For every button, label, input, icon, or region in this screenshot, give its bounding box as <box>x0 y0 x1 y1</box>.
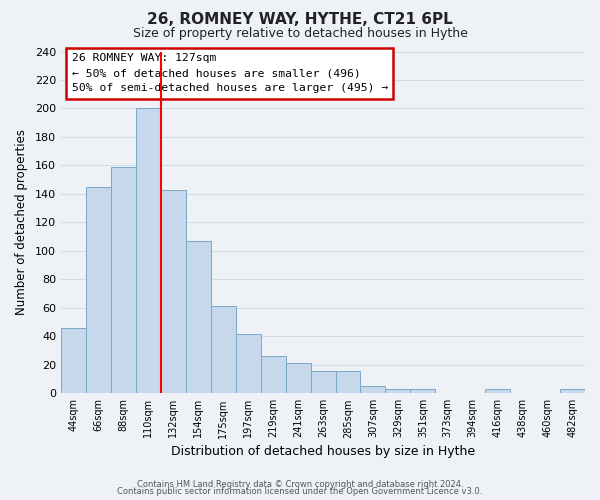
Bar <box>186 241 211 394</box>
Bar <box>335 370 361 394</box>
Bar <box>361 386 385 394</box>
X-axis label: Distribution of detached houses by size in Hythe: Distribution of detached houses by size … <box>171 444 475 458</box>
Text: 26, ROMNEY WAY, HYTHE, CT21 6PL: 26, ROMNEY WAY, HYTHE, CT21 6PL <box>147 12 453 28</box>
Bar <box>410 389 436 394</box>
Text: Size of property relative to detached houses in Hythe: Size of property relative to detached ho… <box>133 28 467 40</box>
Bar <box>211 306 236 394</box>
Bar <box>111 167 136 394</box>
Bar <box>485 389 510 394</box>
Bar <box>61 328 86 394</box>
Bar <box>385 389 410 394</box>
Bar <box>86 187 111 394</box>
Bar <box>311 370 335 394</box>
Text: Contains public sector information licensed under the Open Government Licence v3: Contains public sector information licen… <box>118 487 482 496</box>
Bar <box>136 108 161 394</box>
Text: 26 ROMNEY WAY: 127sqm
← 50% of detached houses are smaller (496)
50% of semi-det: 26 ROMNEY WAY: 127sqm ← 50% of detached … <box>71 53 388 93</box>
Y-axis label: Number of detached properties: Number of detached properties <box>15 130 28 316</box>
Text: Contains HM Land Registry data © Crown copyright and database right 2024.: Contains HM Land Registry data © Crown c… <box>137 480 463 489</box>
Bar <box>161 190 186 394</box>
Bar <box>236 334 260 394</box>
Bar <box>560 389 585 394</box>
Bar <box>286 364 311 394</box>
Bar <box>260 356 286 394</box>
